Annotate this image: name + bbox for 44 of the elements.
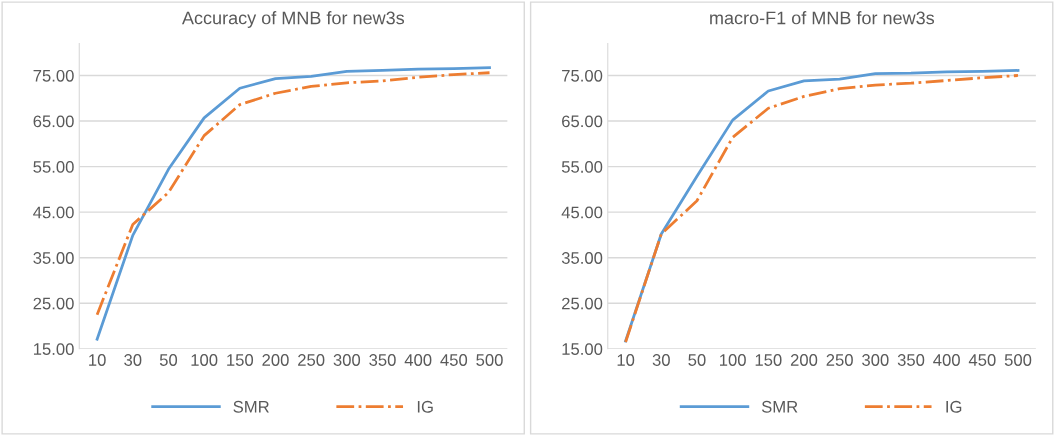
x-tick-label: 250	[298, 354, 325, 366]
y-tick-label: 45.00	[33, 206, 74, 219]
y-tick-label: 15.00	[562, 343, 603, 355]
y-tick-label: 65.00	[562, 115, 603, 128]
y-tick-label: 55.00	[561, 160, 603, 173]
chart-title: Accuracy of MNB for new3s	[181, 11, 405, 28]
x-tick-label: 200	[790, 354, 818, 366]
x-tick-label: 300	[333, 354, 361, 366]
x-tick-label: 10	[89, 354, 106, 366]
x-tick-label: 200	[262, 354, 289, 366]
x-tick-label: 100	[191, 354, 218, 366]
y-tick-label: 45.00	[561, 206, 603, 219]
y-tick-label: 35.00	[33, 252, 74, 264]
y-tick-label: 15.00	[33, 343, 74, 355]
legend-label: SMR	[761, 400, 798, 413]
legend-label: SMR	[233, 400, 269, 413]
x-tick-label: 350	[369, 354, 396, 366]
x-tick-label: 150	[755, 354, 782, 366]
x-tick-label: 10	[617, 354, 635, 366]
x-tick-label: 350	[897, 354, 925, 366]
x-tick-label: 500	[1004, 354, 1032, 366]
x-tick-label: 100	[720, 354, 746, 366]
x-tick-label: 150	[227, 354, 254, 366]
x-tick-label: 450	[440, 354, 468, 366]
y-tick-label: 65.00	[33, 115, 74, 128]
chart-title: macro-F1 of MNB for new3s	[710, 11, 935, 25]
x-tick-label: 300	[862, 354, 889, 366]
x-tick-label: 30	[652, 354, 670, 366]
y-tick-label: 35.00	[561, 252, 603, 264]
x-tick-label: 500	[476, 354, 503, 366]
y-tick-label: 75.00	[33, 69, 74, 82]
x-tick-label: 30	[124, 354, 142, 366]
x-tick-label: 50	[688, 354, 706, 366]
x-tick-label: 400	[404, 354, 432, 366]
legend-label: IG	[417, 400, 433, 413]
x-tick-label: 50	[159, 354, 178, 366]
y-tick-label: 55.00	[33, 160, 74, 173]
x-tick-label: 450	[968, 354, 996, 366]
legend-label: IG	[946, 400, 962, 413]
y-tick-label: 75.00	[562, 69, 603, 82]
y-tick-label: 25.00	[33, 297, 74, 310]
x-tick-label: 250	[826, 354, 853, 366]
x-tick-label: 400	[933, 354, 960, 366]
y-tick-label: 25.00	[562, 297, 603, 310]
